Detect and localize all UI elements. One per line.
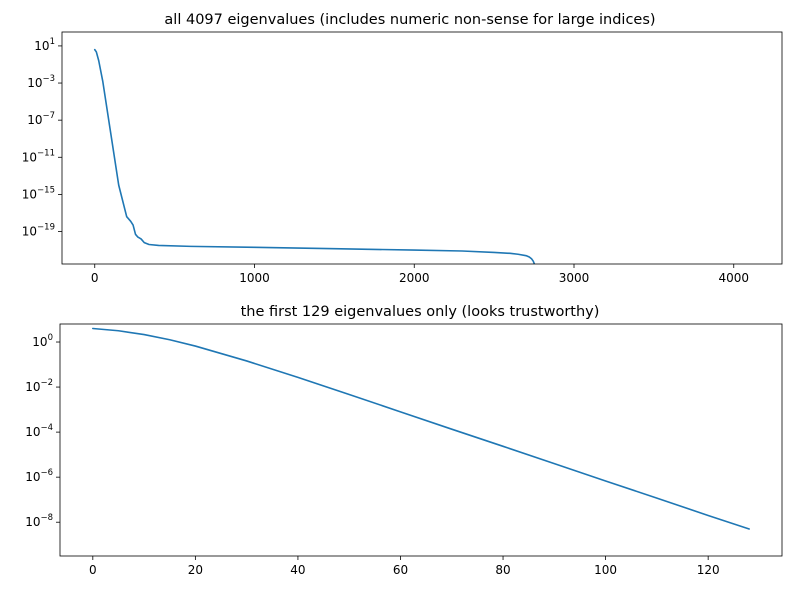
- plot-top-title: all 4097 eigenvalues (includes numeric n…: [164, 12, 655, 28]
- plot-top-y-tick-label: 10−7: [27, 111, 55, 127]
- plot-top-x-tick-label: 1000: [239, 271, 270, 285]
- plot-top-x-tick-label: 2000: [399, 271, 430, 285]
- plot-top-x-tick-label: 0: [91, 271, 99, 285]
- plot-bottom-x-tick-label: 0: [89, 563, 97, 577]
- plot-top-x-tick-label: 3000: [559, 271, 590, 285]
- plot-bottom-y-tick-label: 10−2: [25, 378, 53, 394]
- plot-top-y-tick-label: 10−15: [22, 185, 55, 201]
- plot-bottom: the first 129 eigenvalues only (looks tr…: [25, 304, 783, 577]
- plot-bottom-y-tick-label: 10−4: [25, 423, 53, 439]
- plot-bottom-axes-frame: [59, 323, 783, 557]
- plot-top-y-tick-label: 101: [34, 37, 55, 53]
- plot-bottom-x-tick-label: 20: [188, 563, 203, 577]
- plot-bottom-x-tick-label: 100: [594, 563, 617, 577]
- plot-bottom-y-tick-label: 10−8: [25, 513, 53, 529]
- plot-bottom-title: the first 129 eigenvalues only (looks tr…: [241, 304, 600, 320]
- plot-top-y-tick-label: 10−11: [22, 148, 55, 164]
- plot-bottom-y-tick-label: 100: [32, 333, 53, 349]
- plot-bottom-x-tick-label: 60: [393, 563, 408, 577]
- plot-top-y-tick-label: 10−3: [27, 74, 55, 90]
- plot-top: all 4097 eigenvalues (includes numeric n…: [22, 12, 783, 285]
- plot-bottom-x-tick-label: 80: [495, 563, 510, 577]
- plot-top-series-line-0: [93, 48, 536, 264]
- plot-bottom-x-tick-label: 40: [290, 563, 305, 577]
- plot-bottom-series-line-0: [92, 327, 750, 530]
- plot-top-axes-frame: [61, 31, 783, 265]
- plot-top-y-tick-label: 10−19: [22, 223, 55, 239]
- plot-top-x-tick-label: 4000: [718, 271, 749, 285]
- plot-bottom-y-tick-label: 10−6: [25, 468, 53, 484]
- plot-bottom-x-tick-label: 120: [697, 563, 720, 577]
